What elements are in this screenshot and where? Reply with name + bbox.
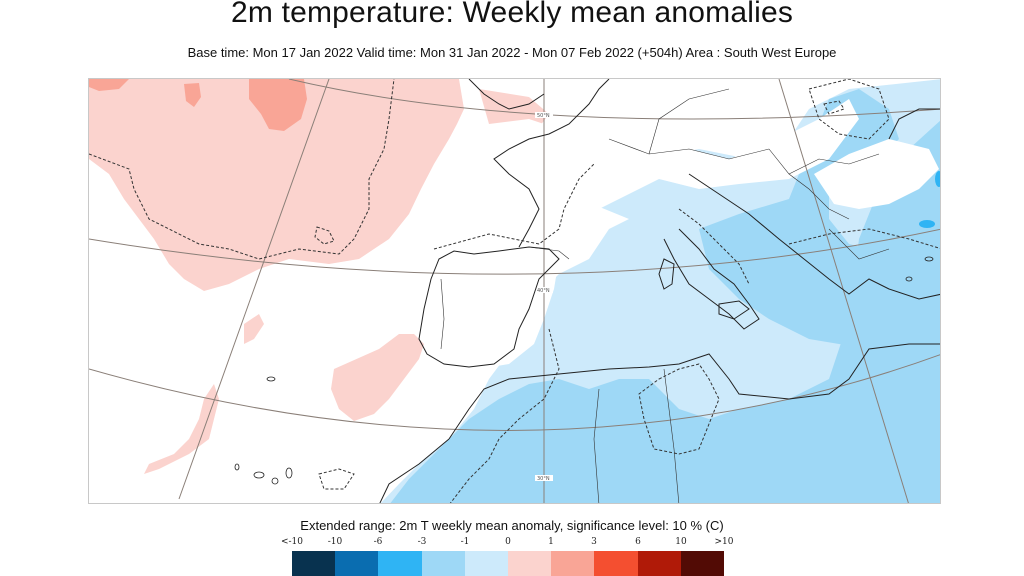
coast-italy — [663, 228, 760, 330]
legend-tick: -1 — [460, 537, 470, 547]
coast-iberia — [418, 246, 560, 368]
colorbar-bin — [464, 551, 508, 576]
coast-black-sea — [888, 108, 940, 140]
legend-tick: <-10 — [280, 537, 304, 547]
meridian-east-1 — [778, 79, 909, 503]
coast-balkans — [688, 173, 940, 300]
contour-canaries — [318, 468, 355, 490]
colorbar-bin — [637, 551, 681, 576]
contour-balkans — [788, 228, 940, 249]
map-canvas: 50°N 40°N 30°N — [89, 79, 940, 503]
colorbar-bin — [335, 551, 379, 576]
svg-text:30°N: 30°N — [537, 476, 550, 482]
coast-morocco-atlantic — [379, 438, 450, 503]
warm-moderate-patch-2 — [184, 83, 201, 107]
legend-title: Extended range: 2m T weekly mean anomaly… — [300, 518, 724, 533]
contour-atlantic-small — [314, 226, 335, 245]
legend-tick: -6 — [373, 537, 383, 547]
parallel-30n — [89, 354, 940, 431]
neutral-region-iberia — [419, 239, 559, 369]
coast-sardinia — [658, 258, 675, 290]
colorbar-bin — [507, 551, 552, 576]
anomaly-map: 50°N 40°N 30°N — [88, 78, 941, 504]
legend-tick-labels: <-10 -10 -6 -3 -1 0 1 3 6 10 >10 — [280, 537, 738, 549]
neutral-region-france — [469, 99, 859, 224]
warm-anomaly-region-madeira — [331, 334, 424, 421]
cold-strong-spot-east — [919, 220, 935, 228]
contour-iberia-north — [433, 163, 595, 250]
warm-anomaly-region-small — [244, 314, 264, 344]
colorbar-bin — [680, 551, 724, 576]
colorbar-bin — [292, 551, 336, 576]
legend-tick: -3 — [417, 537, 427, 547]
coast-britain — [468, 79, 545, 110]
legend-tick: >10 — [714, 537, 734, 547]
warm-moderate-patch-1 — [249, 79, 307, 131]
parallel-50n — [288, 79, 940, 120]
coast-france — [493, 79, 610, 248]
legend-tick: 6 — [635, 537, 641, 547]
colorbar — [292, 551, 724, 576]
colorbar-bin — [421, 551, 465, 576]
legend-tick: 10 — [675, 537, 687, 547]
legend-tick: 0 — [505, 537, 511, 547]
warm-moderate-patch-3 — [89, 79, 129, 91]
contour-atlantic-warm — [89, 79, 395, 260]
chart-subtitle: Base time: Mon 17 Jan 2022 Valid time: M… — [187, 45, 837, 60]
legend-tick: -10 — [327, 537, 343, 547]
islands — [234, 256, 934, 485]
coast-sicily — [718, 300, 750, 320]
contour-hungary — [808, 79, 890, 140]
contour-med — [449, 328, 560, 503]
parallel-40n — [89, 228, 940, 275]
coast-north-africa — [448, 343, 940, 440]
colorbar-bin — [594, 551, 638, 576]
legend-tick: 3 — [591, 537, 597, 547]
meridian-west-2 — [178, 79, 330, 500]
country-borders — [440, 88, 890, 503]
contour-hungary-inner — [823, 100, 845, 115]
neutral-region-romania — [814, 139, 939, 209]
cold-moderate-region-north-africa — [390, 120, 940, 503]
warm-anomaly-region-southwest — [144, 384, 219, 474]
contour-italy — [678, 208, 750, 285]
graticule-labels: 50°N 40°N 30°N — [535, 112, 553, 482]
legend-tick: 1 — [548, 537, 554, 547]
chart-title: 2m temperature: Weekly mean anomalies — [230, 0, 794, 29]
warm-anomaly-region-atlantic — [89, 79, 464, 291]
cold-strong-spot-edge — [935, 171, 940, 187]
svg-text:50°N: 50°N — [537, 113, 550, 119]
svg-text:40°N: 40°N — [537, 288, 550, 294]
colorbar-bin — [378, 551, 422, 576]
significance-contours — [89, 79, 940, 503]
coastlines — [379, 79, 940, 503]
colorbar-bin — [551, 551, 595, 576]
